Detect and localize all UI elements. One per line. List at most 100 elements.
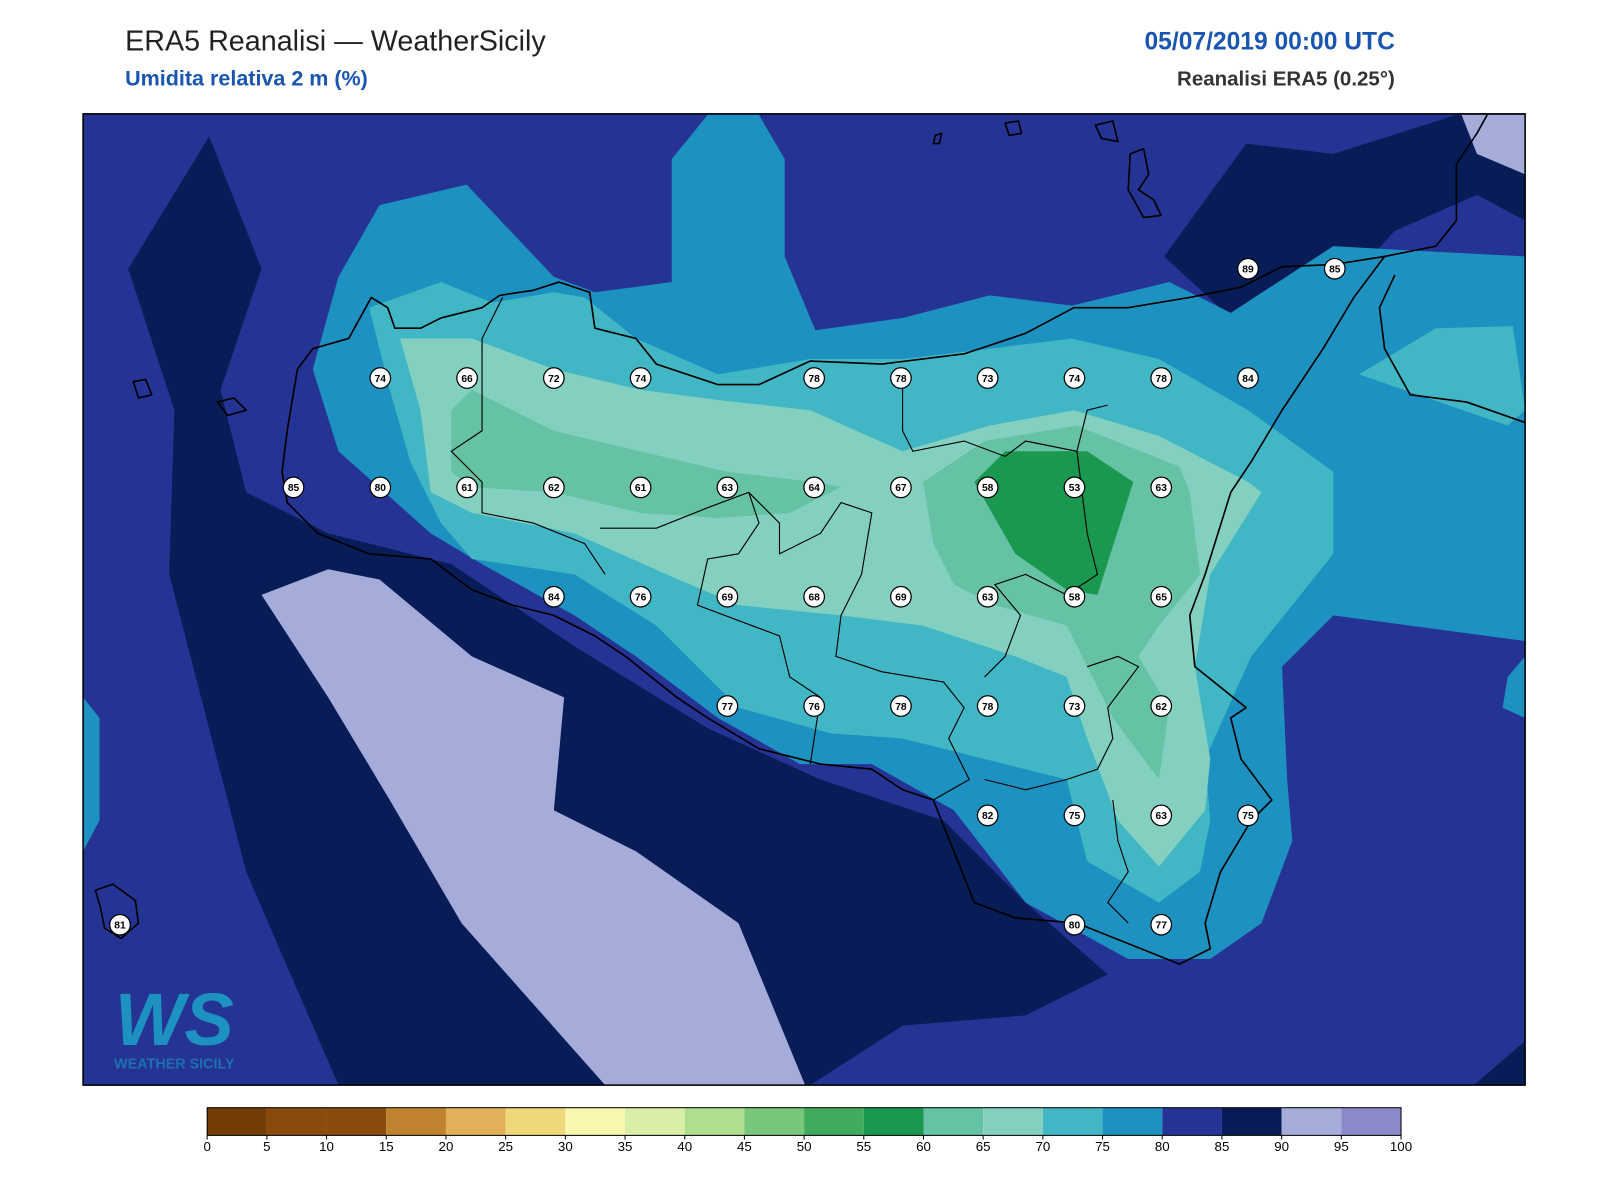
colorbar-tick-label: 5 bbox=[263, 1139, 270, 1154]
station-value: 61 bbox=[461, 483, 473, 494]
colorbar-swatch bbox=[565, 1107, 626, 1136]
colorbar-swatch bbox=[804, 1107, 864, 1136]
station-marker bbox=[369, 367, 392, 389]
contour bbox=[128, 136, 1108, 1086]
colorbar-tick-label: 80 bbox=[1155, 1139, 1170, 1154]
station-marker bbox=[282, 476, 305, 499]
province-border bbox=[450, 297, 1140, 924]
contour bbox=[1358, 326, 1526, 426]
colorbar-swatch bbox=[1102, 1107, 1163, 1136]
station-value: 78 bbox=[982, 702, 994, 713]
station-marker bbox=[1063, 585, 1086, 608]
station-marker bbox=[1237, 257, 1259, 280]
subtitle: Umidita relativa 2 m (%) bbox=[125, 67, 368, 91]
colorbar-tick-label: 50 bbox=[797, 1139, 812, 1154]
station-value: 53 bbox=[1069, 483, 1081, 494]
station-marker bbox=[890, 367, 912, 389]
contour bbox=[83, 697, 100, 852]
station-value: 65 bbox=[1156, 592, 1168, 603]
contour bbox=[923, 425, 1200, 780]
colorbar-tick-label: 60 bbox=[916, 1139, 931, 1154]
station-value: 77 bbox=[722, 702, 734, 713]
station-marker bbox=[369, 476, 392, 499]
colorbar-tick-label: 95 bbox=[1334, 1139, 1349, 1154]
station-value: 85 bbox=[288, 483, 300, 494]
logo-mark: WS bbox=[115, 978, 234, 1061]
station-value: 78 bbox=[1156, 374, 1168, 385]
station-marker bbox=[1150, 585, 1173, 608]
station-value: 62 bbox=[1156, 702, 1168, 713]
station-marker bbox=[803, 476, 826, 499]
station-marker bbox=[1063, 913, 1086, 936]
title: ERA5 Reanalisi — WeatherSicily bbox=[125, 26, 546, 58]
coastline bbox=[281, 255, 1386, 965]
colorbar-swatch bbox=[326, 1107, 387, 1136]
station-value: 75 bbox=[1242, 811, 1254, 822]
colorbar-swatch bbox=[1341, 1107, 1402, 1136]
station-marker bbox=[1063, 804, 1086, 827]
station-value: 80 bbox=[1069, 920, 1081, 931]
colorbar-swatch bbox=[266, 1107, 327, 1136]
station-marker bbox=[1063, 367, 1086, 389]
colorbar-tick-label: 70 bbox=[1035, 1139, 1050, 1154]
station-marker bbox=[976, 367, 999, 389]
contour bbox=[261, 569, 806, 1086]
station-value: 77 bbox=[1156, 920, 1168, 931]
station-value: 61 bbox=[635, 483, 647, 494]
station-value: 73 bbox=[1069, 702, 1081, 713]
stations: 89 85 74 66 72 74 78 78 73 74 78 84 85 80 61 62 61 63 64 67… bbox=[109, 257, 1346, 936]
island bbox=[94, 120, 1162, 940]
map-frame bbox=[82, 113, 1526, 1086]
colorbar-tick-label: 10 bbox=[319, 1139, 334, 1154]
station-marker bbox=[1237, 367, 1259, 389]
station-marker bbox=[890, 476, 912, 499]
colorbar-swatch bbox=[744, 1107, 805, 1136]
station-value: 63 bbox=[1156, 483, 1168, 494]
station-marker bbox=[629, 476, 652, 499]
station-marker bbox=[1323, 257, 1346, 280]
colorbar-swatch bbox=[863, 1107, 924, 1136]
colorbar-tick-label: 30 bbox=[558, 1139, 573, 1154]
station-value: 64 bbox=[808, 483, 820, 494]
station-value: 68 bbox=[808, 592, 820, 603]
station-value: 78 bbox=[895, 374, 907, 385]
station-marker bbox=[1150, 476, 1173, 499]
station-value: 78 bbox=[895, 702, 907, 713]
colorbar-tick-label: 40 bbox=[677, 1139, 692, 1154]
station-marker bbox=[1150, 367, 1173, 389]
station-marker bbox=[976, 585, 999, 608]
station-value: 63 bbox=[982, 592, 994, 603]
station-marker bbox=[542, 585, 565, 608]
station-marker bbox=[629, 585, 652, 608]
station-marker bbox=[803, 585, 826, 608]
colorbar-swatch bbox=[684, 1107, 745, 1136]
contour bbox=[1502, 656, 1526, 718]
station-value: 66 bbox=[461, 374, 473, 385]
station-value: 67 bbox=[895, 483, 907, 494]
colorbar-swatch bbox=[386, 1107, 446, 1136]
datetime: 05/07/2019 00:00 UTC bbox=[1144, 29, 1395, 56]
station-value: 74 bbox=[1069, 374, 1081, 385]
colorbar-swatch bbox=[923, 1107, 984, 1136]
station-value: 81 bbox=[114, 920, 126, 931]
station-value: 63 bbox=[722, 483, 734, 494]
colorbar-swatch bbox=[207, 1107, 267, 1136]
colorbar-tick-label: 25 bbox=[498, 1139, 513, 1154]
station-marker bbox=[1150, 804, 1173, 827]
station-marker bbox=[1063, 695, 1086, 717]
colorbar-swatch bbox=[983, 1107, 1043, 1136]
station-marker bbox=[542, 367, 565, 389]
station-value: 69 bbox=[895, 592, 907, 603]
colorbar-tick-label: 0 bbox=[203, 1139, 210, 1154]
colorbar-tick-label: 65 bbox=[976, 1139, 991, 1154]
station-value: 72 bbox=[548, 374, 560, 385]
colorbar-tick-label: 100 bbox=[1390, 1139, 1412, 1154]
station-marker bbox=[803, 695, 826, 717]
colorbar-tick-label: 20 bbox=[439, 1139, 454, 1154]
colorbar-swatch bbox=[1221, 1107, 1282, 1136]
colorbar-swatch bbox=[1042, 1107, 1103, 1136]
station-value: 89 bbox=[1242, 264, 1254, 275]
contour bbox=[1164, 114, 1526, 339]
colorbar-swatch bbox=[1281, 1107, 1342, 1136]
station-value: 74 bbox=[375, 374, 387, 385]
